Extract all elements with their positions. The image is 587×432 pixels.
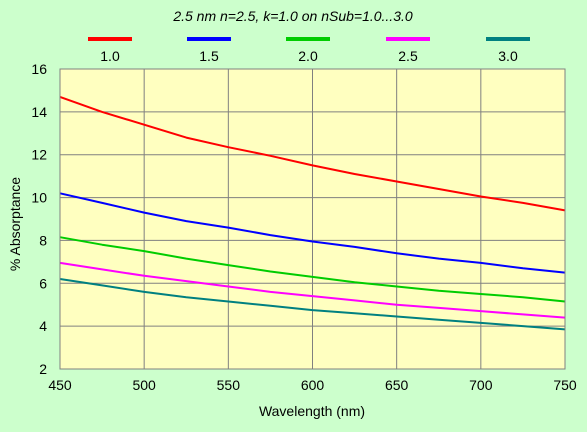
- series-line-3.0: [59, 278, 566, 331]
- x-tick-label: 500: [132, 377, 156, 393]
- legend-swatch-3.0: [486, 37, 530, 41]
- legend-label-2.0: 2.0: [298, 48, 318, 64]
- y-tick-label: 14: [31, 104, 47, 120]
- legend-swatch-1.5: [187, 37, 231, 41]
- legend-label-1.0: 1.0: [100, 48, 120, 64]
- x-axis: 450 500 550 600 650 700 750: [48, 377, 577, 393]
- y-tick-label: 8: [39, 232, 47, 248]
- legend-swatch-1.0: [88, 37, 132, 41]
- x-tick-label: 550: [217, 377, 241, 393]
- x-axis-title: Wavelength (nm): [259, 403, 365, 419]
- legend-swatch-2.5: [386, 37, 430, 41]
- y-axis-title: % Absorptance: [7, 177, 23, 271]
- y-tick-label: 16: [31, 61, 47, 77]
- series-line-2.5: [59, 261, 566, 319]
- y-tick-label: 2: [39, 361, 47, 377]
- y-tick-label: 10: [31, 190, 47, 206]
- y-axis: 2 4 6 8 10 12 14 16: [31, 61, 47, 377]
- x-tick-label: 650: [385, 377, 409, 393]
- y-tick-label: 4: [39, 318, 47, 334]
- x-tick-label: 600: [301, 377, 325, 393]
- series-line-1.5: [59, 192, 566, 274]
- legend-label-1.5: 1.5: [199, 48, 219, 64]
- series-line-1.0: [59, 95, 566, 212]
- legend-label-2.5: 2.5: [398, 48, 418, 64]
- x-tick-label: 700: [469, 377, 493, 393]
- chart-title: 2.5 nm n=2.5, k=1.0 on nSub=1.0...3.0: [172, 8, 413, 24]
- y-tick-label: 6: [39, 275, 47, 291]
- x-tick-label: 750: [553, 377, 577, 393]
- legend-swatch-2.0: [286, 37, 330, 41]
- y-tick-label: 12: [31, 147, 47, 163]
- legend-label-3.0: 3.0: [498, 48, 518, 64]
- plot-frame: [59, 68, 566, 370]
- legend: 1.0 1.5 2.0 2.5 3.0: [88, 37, 530, 64]
- x-tick-label: 450: [48, 377, 72, 393]
- series-layer: [59, 95, 566, 331]
- series-line-2.0: [59, 236, 566, 303]
